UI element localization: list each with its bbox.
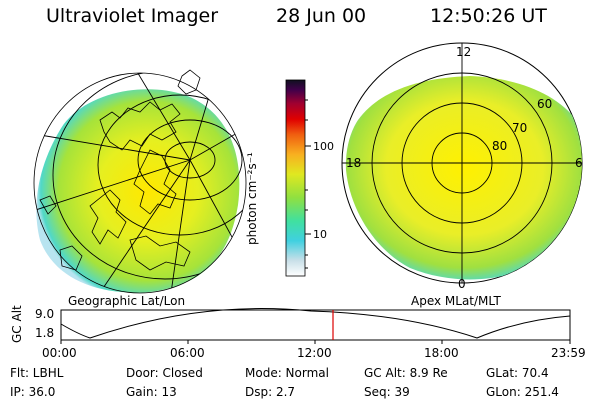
left-aurora-image [36,89,240,293]
info-gc-alt: GC Alt: 8.9 Re [364,366,448,380]
colorbar-gradient [285,79,306,277]
altitude-xtick-1200: 12:00 [297,346,332,360]
mlt-label-18: 18 [346,156,362,170]
mlat-label-60: 60 [537,97,553,111]
mlat-label-80: 80 [492,139,508,153]
mlt-label-0: 0 [458,277,466,291]
info-gain: Gain: 13 [126,385,177,399]
altitude-ytick-low: 1.8 [35,326,55,340]
apex-panel [341,42,583,284]
altitude-xtick-0600: 06:00 [170,346,205,360]
altitude-ytick-high: 9.0 [35,307,55,321]
altitude-xtick-0000: 00:00 [42,346,77,360]
info-filter: Flt: LBHL [10,366,64,380]
colorbar [285,79,311,277]
instrument-title: Ultraviolet Imager [46,5,219,27]
altitude-axes [60,309,571,341]
info-dsp: Dsp: 2.7 [245,385,296,399]
apex-caption: Apex MLat/MLT [411,294,501,308]
info-mode: Mode: Normal [245,366,329,380]
info-seq: Seq: 39 [364,385,410,399]
altitude-ylabel: GC Alt [10,305,24,343]
info-glon: GLon: 251.4 [486,385,559,399]
coastlines [39,69,201,271]
info-ip: IP: 36.0 [10,385,56,399]
altitude-plot [60,308,571,344]
mlt-label-6: 6 [575,156,583,170]
geographic-panel [33,69,247,294]
time-label: 12:50:26 UT [430,5,547,27]
altitude-curve [60,308,571,339]
apex-grid [342,43,582,283]
altitude-xtick-2359: 23:59 [551,346,586,360]
date-label: 28 Jun 00 [276,5,367,27]
colorbar-unit-label: photon cm⁻²s⁻¹ [245,152,259,245]
colorbar-tick-10: 10 [313,228,327,241]
mlt-label-12: 12 [456,45,472,59]
info-door: Door: Closed [126,366,203,380]
geographic-caption: Geographic Lat/Lon [68,294,186,308]
altitude-xtick-1800: 18:00 [424,346,459,360]
mlat-label-70: 70 [512,121,528,135]
info-glat: GLat: 70.4 [486,366,549,380]
colorbar-tick-100: 100 [313,140,334,153]
